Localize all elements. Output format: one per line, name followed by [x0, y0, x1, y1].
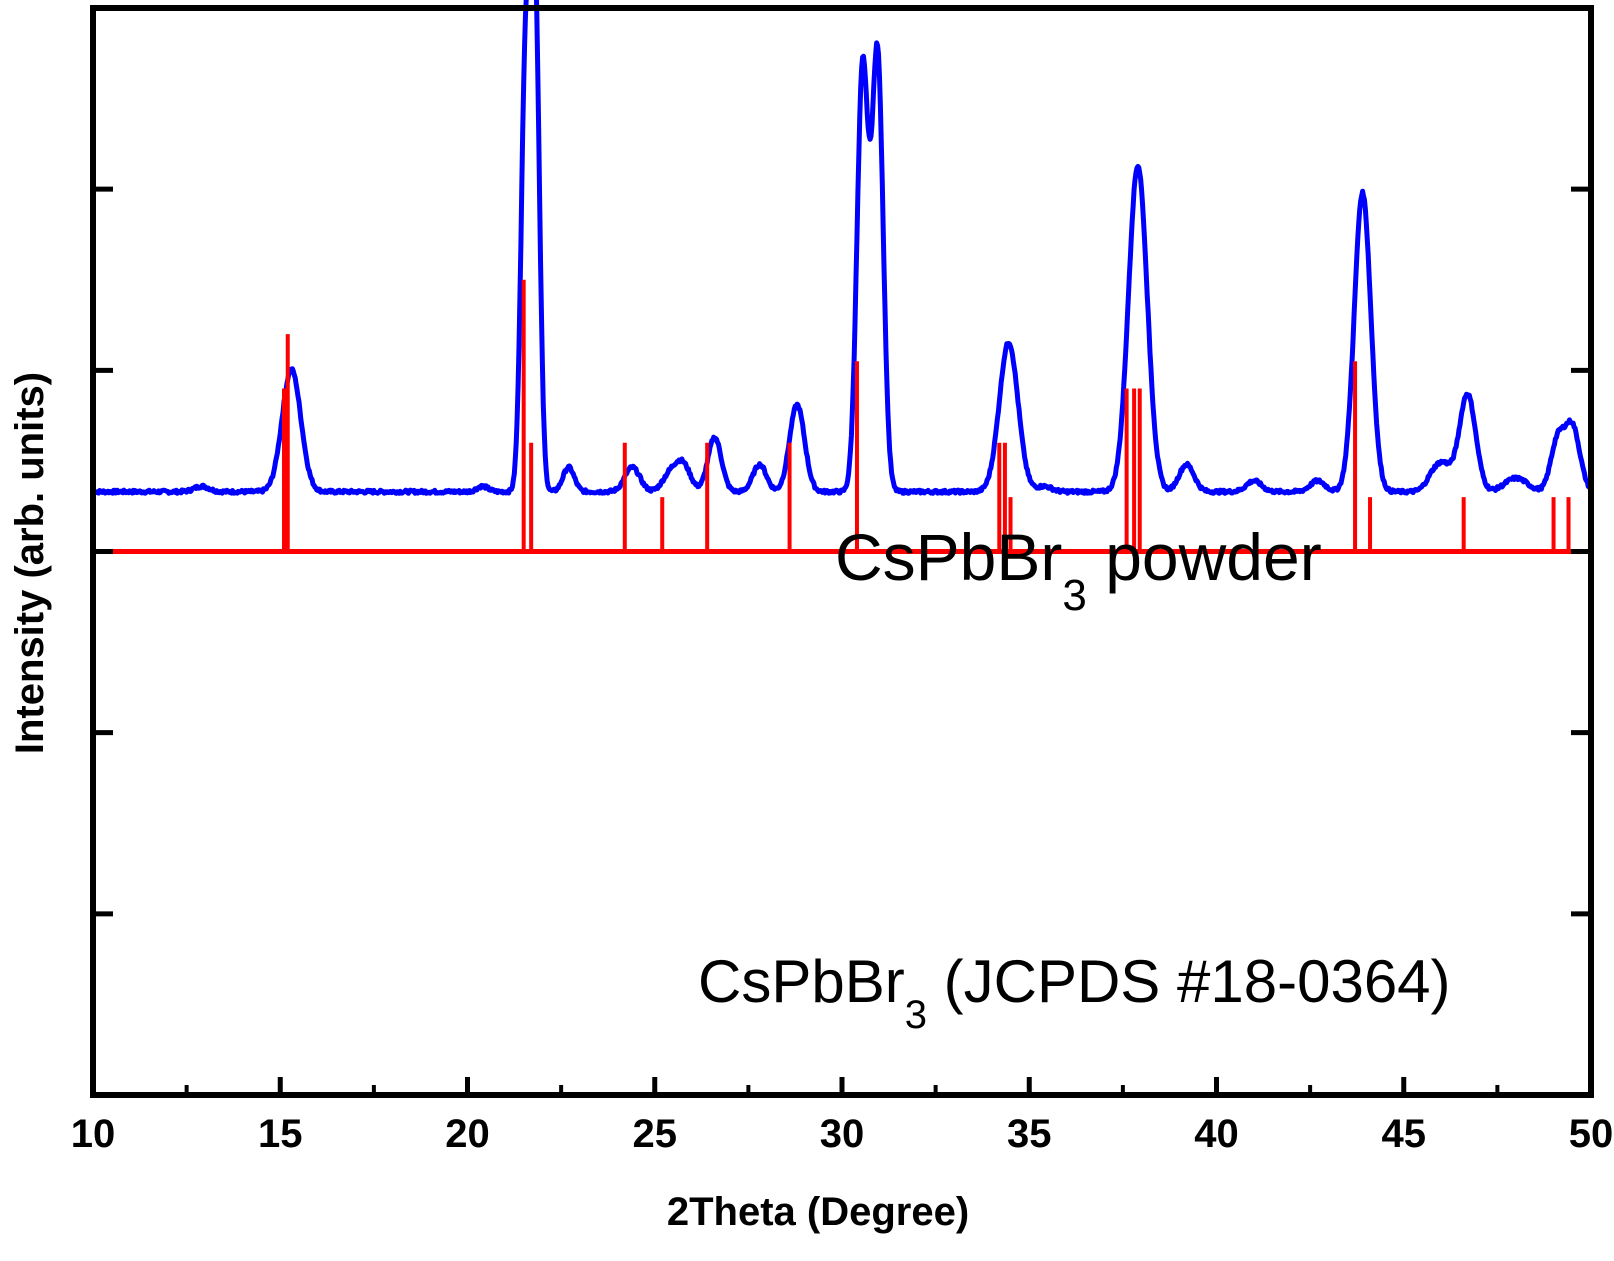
annotation-powder-main: CsPbBr	[835, 520, 1062, 594]
series-powder-line	[91, 0, 1593, 496]
annotation-reference-main: CsPbBr	[698, 948, 905, 1015]
x-tick-label: 35	[1007, 1112, 1052, 1156]
x-tick-label: 10	[71, 1112, 116, 1156]
ticks-layer: 10 15 20 25 30 35 40 45 50	[71, 186, 1614, 1156]
x-tick-label: 20	[445, 1112, 490, 1156]
x-tick-label: 40	[1194, 1112, 1239, 1156]
annotation-powder-suffix: powder	[1087, 520, 1322, 594]
x-tick-label: 45	[1382, 1112, 1427, 1156]
annotation-reference: CsPbBr3 (JCPDS #18-0364)	[698, 948, 1451, 1037]
annotation-reference-suffix: (JCPDS #18-0364)	[927, 948, 1451, 1015]
plot-layer	[91, 0, 1593, 554]
x-tick-label: 25	[633, 1112, 678, 1156]
annotation-powder-sub: 3	[1062, 571, 1086, 620]
x-tick-label: 15	[258, 1112, 303, 1156]
annotation-powder: CsPbBr3 powder	[835, 520, 1322, 620]
y-axis-title: Intensity (arb. units)	[8, 372, 52, 754]
annotation-reference-sub: 3	[905, 993, 927, 1037]
x-tick-label: 50	[1569, 1112, 1614, 1156]
x-axis-title: 2Theta (Degree)	[667, 1190, 969, 1234]
x-tick-label: 30	[820, 1112, 865, 1156]
